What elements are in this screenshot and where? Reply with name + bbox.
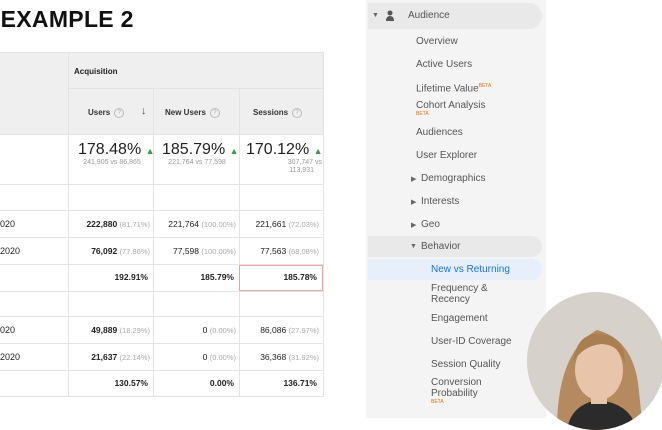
total-new-users-compare: 221,764 vs 77,598	[168, 159, 226, 166]
column-header-users[interactable]: Users?	[88, 108, 125, 118]
grid-line	[0, 291, 324, 292]
slide-title: - EXAMPLE 2	[0, 6, 134, 32]
presenter-avatar-icon	[527, 292, 662, 430]
table-cell: 77,598 (100.00%)	[173, 246, 236, 256]
help-icon[interactable]: ?	[209, 108, 220, 118]
column-header-sessions[interactable]: Sessions?	[253, 108, 303, 118]
sidebar-item-active-bg	[368, 259, 542, 280]
grid-line	[153, 88, 154, 396]
table-cell: 221,764 (100.00%)	[168, 219, 236, 229]
total-sessions: 170.12% ▲	[246, 141, 323, 158]
row-label: 020	[0, 219, 16, 229]
grid-line	[0, 396, 324, 397]
change-new-users: 185.79%	[200, 272, 234, 282]
table-cell: 86,086 (27.97%)	[260, 325, 319, 335]
grid-line	[0, 184, 324, 185]
row-label: 020	[0, 325, 16, 335]
grid-line	[68, 88, 324, 89]
sidebar-item-behavior[interactable]: Behavior	[421, 241, 461, 252]
up-arrow-icon: ▲	[313, 146, 323, 156]
total-sessions-compare-2: 113,931	[289, 167, 314, 174]
table-cell: 36,368 (31.92%)	[260, 352, 319, 362]
highlight-box	[239, 265, 323, 291]
sidebar-item-overview[interactable]: Overview	[416, 36, 458, 47]
table-cell: 49,889 (18.29%)	[91, 325, 150, 335]
help-icon[interactable]: ?	[292, 108, 303, 118]
caret-down-icon[interactable]: ▼	[410, 243, 417, 250]
beta-badge: BETA	[416, 111, 429, 117]
table-cell: 222,880 (81.71%)	[86, 219, 150, 229]
beta-badge: BETA	[431, 399, 444, 405]
table-cell: 0 (0.00%)	[202, 352, 236, 362]
sidebar-item-user-id-coverage[interactable]: User-ID Coverage	[431, 336, 512, 347]
sidebar-item-cohort-analysis[interactable]: Cohort Analysis BETA	[416, 100, 486, 117]
up-arrow-icon: ▲	[229, 146, 239, 156]
caret-right-icon[interactable]: ▶	[411, 199, 417, 206]
sidebar-item-conversion-probability[interactable]: Conversion Probability BETA	[431, 377, 482, 405]
grid-line	[0, 370, 324, 371]
column-header-new-users[interactable]: New Users?	[165, 108, 220, 118]
change-new-users: 0.00%	[209, 378, 234, 388]
sidebar-item-geo[interactable]: Geo	[421, 219, 440, 230]
grid-line	[0, 52, 324, 53]
change-sessions: 136.71%	[283, 378, 317, 388]
sidebar-item-user-explorer[interactable]: User Explorer	[416, 150, 478, 161]
sidebar-item-demographics[interactable]: Demographics	[421, 173, 486, 184]
sort-down-arrow-icon[interactable]: ↓	[141, 105, 147, 117]
table-cell: 221,661 (72.03%)	[255, 219, 319, 229]
table-cell: 77,563 (68.08%)	[260, 246, 319, 256]
help-icon[interactable]: ?	[114, 108, 125, 118]
caret-down-icon[interactable]: ▼	[372, 12, 379, 19]
sidebar-section-label[interactable]: Audience	[408, 10, 450, 21]
beta-badge: BETA	[478, 83, 492, 89]
sidebar-item-audiences[interactable]: Audiences	[416, 127, 463, 138]
sidebar-item-active-users[interactable]: Active Users	[416, 59, 473, 70]
grid-line	[0, 237, 324, 238]
acquisition-group-header: Acquisition	[74, 67, 118, 76]
caret-right-icon[interactable]: ▶	[411, 222, 417, 229]
sidebar-item-behavior-bg	[368, 236, 542, 257]
sidebar-item-new-vs-returning[interactable]: New vs Returning	[431, 264, 510, 275]
total-users: 178.48% ▲	[78, 141, 155, 158]
grid-line	[0, 343, 324, 344]
sidebar-item-interests[interactable]: Interests	[421, 196, 460, 207]
presenter-video	[527, 292, 662, 430]
sidebar	[366, 0, 546, 418]
total-sessions-compare-1: 307,747 vs	[287, 159, 322, 166]
row-label: 2020	[0, 352, 21, 362]
grid-line	[323, 52, 324, 396]
table-cell: 21,637 (22.14%)	[91, 352, 150, 362]
total-new-users: 185.79% ▲	[162, 141, 239, 158]
grid-line	[68, 52, 69, 396]
change-users: 130.57%	[114, 378, 148, 388]
total-users-compare: 241,905 vs 86,865	[83, 159, 141, 166]
caret-right-icon[interactable]: ▶	[411, 176, 417, 183]
grid-line	[0, 134, 324, 135]
table-header-background	[0, 52, 324, 134]
sidebar-item-lifetime-value[interactable]: Lifetime ValueBETA	[416, 83, 492, 95]
grid-line	[0, 264, 324, 265]
grid-line	[239, 88, 240, 396]
grid-line	[0, 316, 324, 317]
change-sessions: 185.78%	[283, 272, 317, 282]
sidebar-section-audience[interactable]	[368, 3, 542, 29]
sidebar-item-engagement[interactable]: Engagement	[431, 313, 488, 324]
sidebar-item-session-quality[interactable]: Session Quality	[431, 359, 501, 370]
row-label: 2020	[0, 246, 21, 256]
grid-line	[0, 210, 324, 211]
sidebar-item-frequency-recency[interactable]: Frequency & Recency	[431, 283, 488, 305]
up-arrow-icon: ▲	[145, 146, 155, 156]
table-cell: 76,092 (77.86%)	[91, 246, 150, 256]
person-icon	[386, 10, 394, 21]
table-cell: 0 (0.00%)	[202, 325, 236, 335]
change-users: 192.91%	[114, 272, 148, 282]
